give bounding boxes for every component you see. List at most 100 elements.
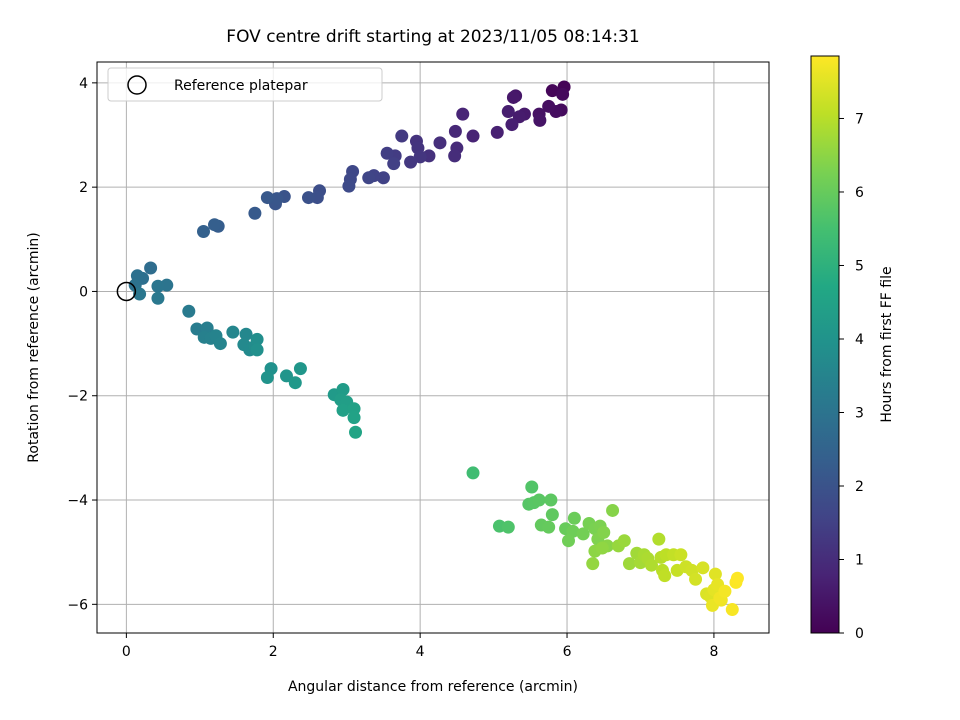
y-tick-label: −6 xyxy=(67,597,88,613)
data-point xyxy=(597,525,611,539)
data-point xyxy=(506,90,520,104)
colorbar-tick-label: 6 xyxy=(855,185,864,201)
colorbar-frame xyxy=(810,55,840,634)
grid xyxy=(97,62,769,633)
data-point xyxy=(617,534,631,548)
data-point xyxy=(542,520,556,534)
data-point xyxy=(151,291,165,305)
plot-frame xyxy=(96,61,770,634)
data-point xyxy=(260,370,274,384)
data-point xyxy=(501,105,515,119)
axis-ticks: 0 2 4 6 8 −6 −4 −2 0 2 4 xyxy=(67,76,718,660)
data-point xyxy=(336,382,350,396)
data-point xyxy=(208,218,222,232)
data-point xyxy=(595,541,609,555)
colorbar-tick-label: 5 xyxy=(855,258,864,274)
data-point xyxy=(533,113,547,127)
colorbar-tick-label: 3 xyxy=(855,405,864,421)
colorbar: 0 1 2 3 4 5 6 7 Hours from first FF file xyxy=(810,55,895,642)
data-point xyxy=(658,569,672,583)
y-tick-label: 4 xyxy=(79,76,88,92)
data-point xyxy=(456,107,470,121)
y-axis-label: Rotation from reference (arcmin) xyxy=(26,232,42,462)
data-point xyxy=(448,124,462,138)
data-point xyxy=(302,191,316,205)
data-point xyxy=(362,171,376,185)
data-point xyxy=(576,527,590,541)
data-point xyxy=(133,287,147,301)
y-tick-label: 2 xyxy=(79,180,88,196)
reference-platepar-marker xyxy=(116,281,137,302)
data-point xyxy=(190,322,204,336)
legend: Reference platepar xyxy=(107,67,383,102)
y-tick-label: −2 xyxy=(67,389,88,405)
data-point xyxy=(387,157,401,171)
data-point xyxy=(413,150,427,164)
data-point xyxy=(260,191,274,205)
data-point xyxy=(674,548,688,562)
data-point xyxy=(532,493,546,507)
x-tick-label: 6 xyxy=(563,644,572,660)
data-point xyxy=(380,146,394,160)
data-point xyxy=(567,511,581,525)
colorbar-tick-label: 7 xyxy=(855,111,864,127)
colorbar-ticks: 0 1 2 3 4 5 6 7 xyxy=(839,111,864,642)
data-point xyxy=(395,129,409,143)
data-points xyxy=(128,80,744,617)
colorbar-label: Hours from first FF file xyxy=(879,266,895,422)
data-point xyxy=(239,327,253,341)
legend-box xyxy=(107,67,383,102)
data-point xyxy=(151,279,165,293)
data-point xyxy=(288,376,302,390)
data-point xyxy=(586,557,600,571)
data-point xyxy=(347,411,361,425)
colorbar-tick-label: 2 xyxy=(855,479,864,495)
data-point xyxy=(689,572,703,586)
colorbar-tick-label: 1 xyxy=(855,552,864,568)
data-point xyxy=(250,343,264,357)
data-point xyxy=(652,532,666,546)
data-point xyxy=(644,558,658,572)
data-point xyxy=(250,332,264,346)
data-point xyxy=(545,508,559,522)
data-point xyxy=(448,149,462,163)
data-point xyxy=(433,136,447,150)
data-point xyxy=(336,403,350,417)
data-point xyxy=(404,155,418,169)
data-point xyxy=(226,325,240,339)
data-point xyxy=(622,557,636,571)
legend-marker-icon xyxy=(127,75,147,95)
data-point xyxy=(144,261,158,275)
data-point xyxy=(293,362,307,376)
data-point xyxy=(270,192,284,206)
data-point xyxy=(708,567,722,581)
data-point xyxy=(725,603,739,617)
x-tick-label: 2 xyxy=(269,644,278,660)
y-tick-label: 0 xyxy=(79,284,88,300)
chart-title: FOV centre drift starting at 2023/11/05 … xyxy=(226,27,639,47)
data-point xyxy=(466,466,480,480)
legend-label: Reference platepar xyxy=(174,78,308,94)
colorbar-tick-label: 0 xyxy=(855,626,864,642)
data-point xyxy=(730,571,744,585)
data-point xyxy=(466,129,480,143)
y-tick-label: −4 xyxy=(67,493,88,509)
data-point xyxy=(606,503,620,517)
data-point xyxy=(544,493,558,507)
data-point xyxy=(279,369,293,383)
x-tick-label: 4 xyxy=(416,644,425,660)
data-point xyxy=(182,304,196,318)
data-point xyxy=(196,224,210,238)
data-point xyxy=(718,584,732,598)
data-point xyxy=(562,534,576,548)
data-point xyxy=(342,179,356,193)
x-tick-label: 8 xyxy=(709,644,718,660)
colorbar-gradient xyxy=(811,56,839,633)
data-point xyxy=(213,337,227,351)
data-point xyxy=(556,87,570,101)
data-point xyxy=(525,480,539,494)
colorbar-tick-label: 4 xyxy=(855,332,864,348)
data-point xyxy=(501,520,515,534)
data-point xyxy=(505,118,519,132)
